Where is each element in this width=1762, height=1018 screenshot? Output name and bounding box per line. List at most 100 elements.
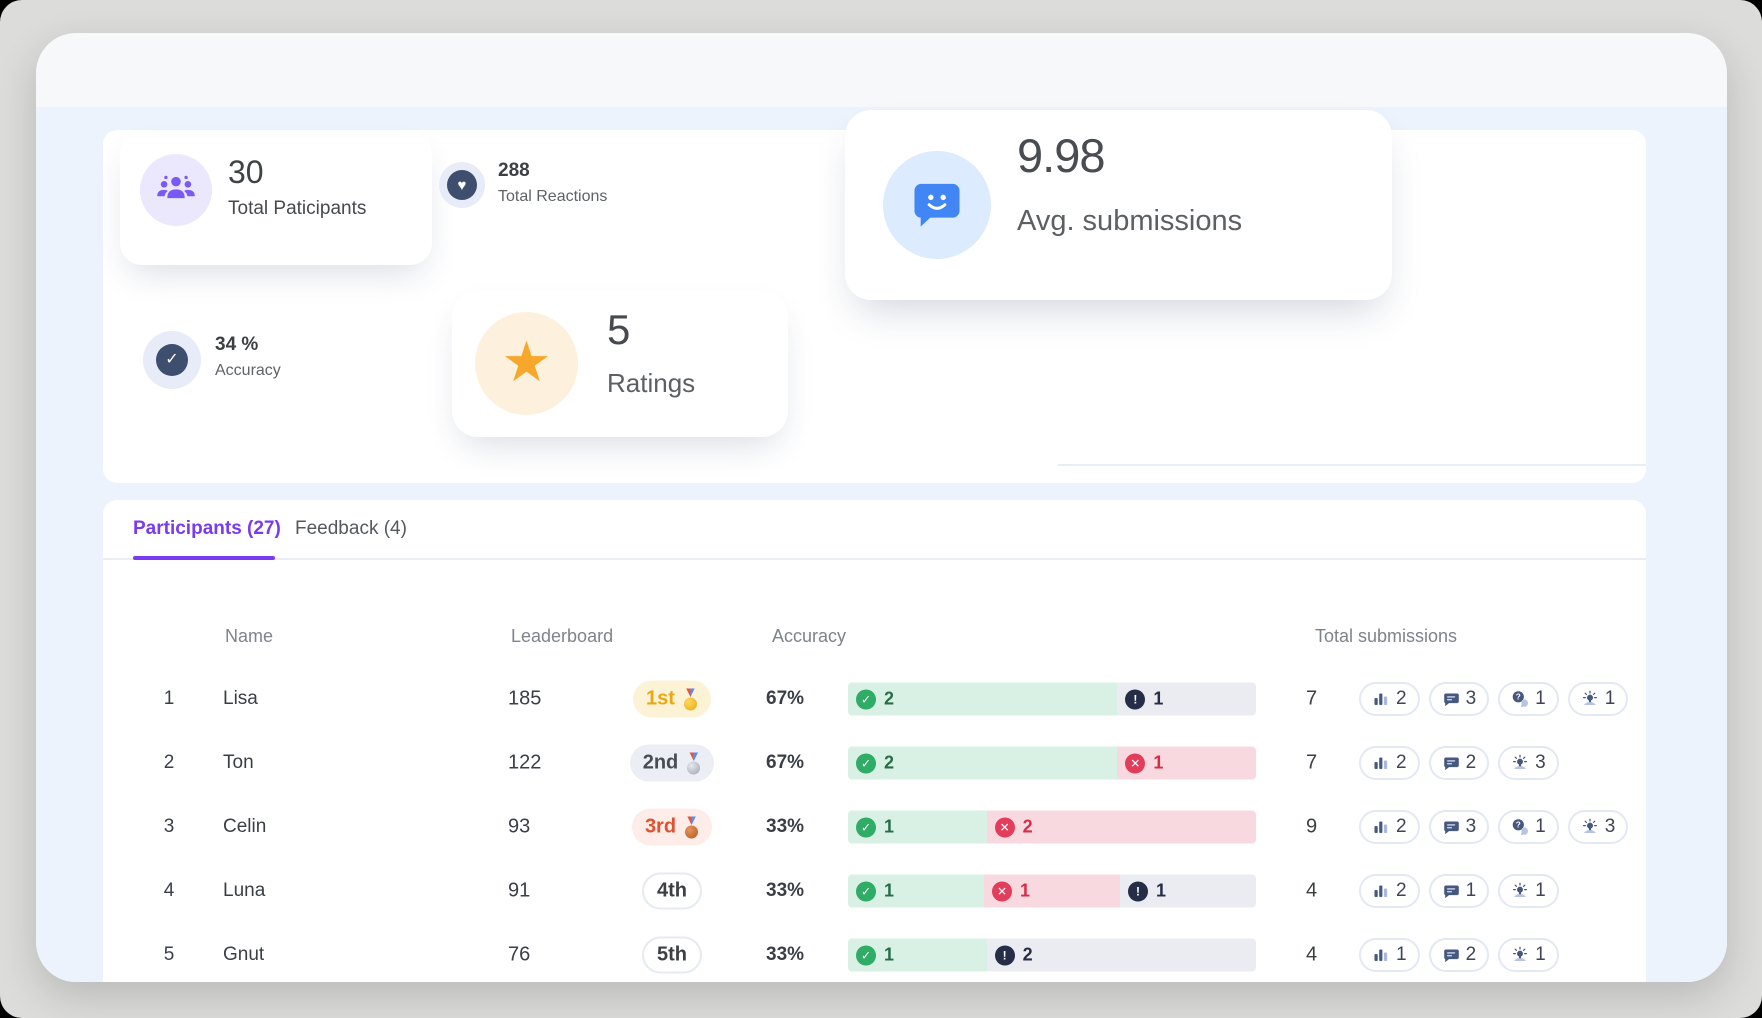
- submission-pill-poll: 2: [1359, 746, 1420, 780]
- rank-cell: 3: [163, 816, 175, 837]
- name-cell: Ton: [223, 752, 254, 773]
- submission-pill-poll: 2: [1359, 874, 1420, 908]
- poll-icon: [1372, 882, 1390, 900]
- question-bubble-icon: ?: [1511, 690, 1529, 708]
- participants-label: Total Paticipants: [228, 198, 367, 219]
- participants-icon-circle: [140, 154, 212, 226]
- submission-pill-idea: 3: [1567, 810, 1629, 844]
- accuracy-segment-error: ✕ 1: [1117, 746, 1256, 780]
- accuracy-value: 34 %: [215, 334, 259, 355]
- submission-pills: 1 2 1: [1359, 938, 1559, 972]
- segment-count: 1: [884, 880, 895, 901]
- accuracy-label: Accuracy: [215, 362, 281, 379]
- table-row[interactable]: 3 Celin 93 3rd 33% ✓ 1 ✕ 2 9 2 3? 1 3: [103, 795, 1646, 859]
- error-segment-icon: ✕: [1125, 753, 1146, 773]
- pill-count: 1: [1535, 816, 1546, 837]
- pill-count: 3: [1465, 816, 1477, 837]
- total-submissions-cell: 4: [1306, 879, 1318, 902]
- segment-count: 1: [1156, 880, 1167, 901]
- place-label: 2nd: [642, 751, 679, 774]
- segment-count: 2: [884, 752, 895, 773]
- place-badge: 5th: [642, 936, 702, 974]
- submission-pill-question: ? 1: [1498, 682, 1559, 716]
- tab-feedback[interactable]: Feedback (4): [295, 518, 407, 539]
- table-row[interactable]: 5 Gnut 76 5th 33% ✓ 1! 2 4 1 2 1: [103, 923, 1646, 982]
- pill-count: 2: [1396, 880, 1407, 901]
- total-submissions-cell: 7: [1306, 687, 1318, 710]
- idea-icon: [1581, 818, 1599, 836]
- table-row[interactable]: 2 Ton 122 2nd 67% ✓ 2 ✕ 1 7 2 2 3: [103, 731, 1646, 795]
- pill-count: 3: [1535, 752, 1546, 773]
- ratings-icon-circle: ★: [475, 312, 578, 415]
- reactions-value: 288: [498, 160, 530, 181]
- place-label: 5th: [657, 943, 687, 966]
- total-submissions-cell: 9: [1306, 815, 1318, 838]
- column-header-accuracy: Accuracy: [772, 626, 847, 646]
- accuracy-bar: ✓ 2! 1: [848, 682, 1256, 716]
- success-segment-icon: ✓: [856, 817, 876, 837]
- accuracy-segment-success: ✓ 1: [848, 874, 984, 908]
- pill-count: 1: [1604, 688, 1616, 709]
- pill-count: 3: [1465, 688, 1477, 709]
- leaderboard-score-cell: 185: [508, 687, 542, 710]
- table-row[interactable]: 1 Lisa 185 1st 67% ✓ 2! 1 7 2 3? 1 1: [103, 667, 1646, 731]
- avg-icon-circle: [883, 151, 991, 259]
- avg-submissions-card: 9.98 Avg. submissions: [845, 110, 1392, 300]
- table-row[interactable]: 4 Luna 91 4th 33% ✓ 1 ✕ 1! 1 4 2 1 1: [103, 859, 1646, 923]
- chat-smiley-icon: [910, 176, 964, 235]
- segment-count: 1: [1020, 880, 1031, 901]
- participants-table-panel: Participants (27) Feedback (4) Name Lead…: [103, 500, 1646, 982]
- pill-count: 1: [1535, 688, 1546, 709]
- comment-icon: [1442, 754, 1460, 772]
- name-cell: Lisa: [223, 688, 258, 709]
- rank-cell: 1: [163, 688, 175, 709]
- submission-pill-poll: 1: [1359, 938, 1420, 972]
- leaderboard-score-cell: 91: [508, 879, 531, 902]
- place-badge: 3rd: [631, 808, 713, 846]
- segment-count: 1: [1153, 688, 1164, 709]
- participants-value: 30: [228, 154, 264, 190]
- leaderboard-score-cell: 122: [508, 751, 542, 774]
- place-label: 4th: [657, 879, 687, 902]
- name-cell: Gnut: [223, 944, 265, 965]
- segment-count: 1: [884, 944, 895, 965]
- success-segment-icon: ✓: [856, 881, 876, 901]
- submission-pill-comment: 2: [1428, 746, 1490, 780]
- place-label: 1st: [646, 687, 675, 710]
- rank-cell: 4: [163, 880, 175, 901]
- avg-submissions-value: 9.98: [1017, 129, 1105, 182]
- tab-participants[interactable]: Participants (27): [133, 518, 281, 539]
- tab-bar: Participants (27) Feedback (4): [103, 500, 1646, 560]
- bronze-medal-icon: [684, 816, 699, 838]
- segment-count: 2: [1022, 816, 1033, 837]
- avg-submissions-label: Avg. submissions: [1017, 205, 1243, 237]
- users-icon: [154, 166, 198, 215]
- total-submissions-cell: 7: [1306, 751, 1318, 774]
- pill-count: 3: [1604, 816, 1616, 837]
- accuracy-bar: ✓ 1 ✕ 2: [848, 810, 1256, 844]
- accuracy-segment-success: ✓ 1: [848, 810, 987, 844]
- stats-panel: 30 Total Paticipants ♥ 288 Total Reactio…: [103, 110, 1646, 483]
- poll-icon: [1372, 754, 1390, 772]
- place-badge: 2nd: [629, 744, 715, 782]
- submission-pills: 2 2 3: [1359, 746, 1559, 780]
- neutral-segment-icon: !: [994, 945, 1015, 965]
- success-segment-icon: ✓: [856, 753, 876, 773]
- svg-text:?: ?: [1516, 820, 1521, 829]
- place-cell: 1st: [628, 680, 716, 718]
- comment-icon: [1442, 690, 1460, 708]
- submission-pill-idea: 1: [1498, 874, 1559, 908]
- leaderboard-score-cell: 93: [508, 815, 531, 838]
- active-tab-underline: [133, 556, 275, 560]
- submission-pill-question: ? 1: [1498, 810, 1559, 844]
- submission-pill-comment: 2: [1428, 938, 1490, 972]
- submission-pill-idea: 3: [1498, 746, 1559, 780]
- segment-count: 2: [884, 688, 895, 709]
- submission-pill-comment: 3: [1428, 810, 1490, 844]
- reactions-icon-circle: ♥: [439, 162, 485, 208]
- place-cell: 3rd: [628, 808, 716, 846]
- star-icon: ★: [501, 329, 552, 393]
- idea-icon: [1581, 690, 1599, 708]
- pill-count: 2: [1465, 752, 1477, 773]
